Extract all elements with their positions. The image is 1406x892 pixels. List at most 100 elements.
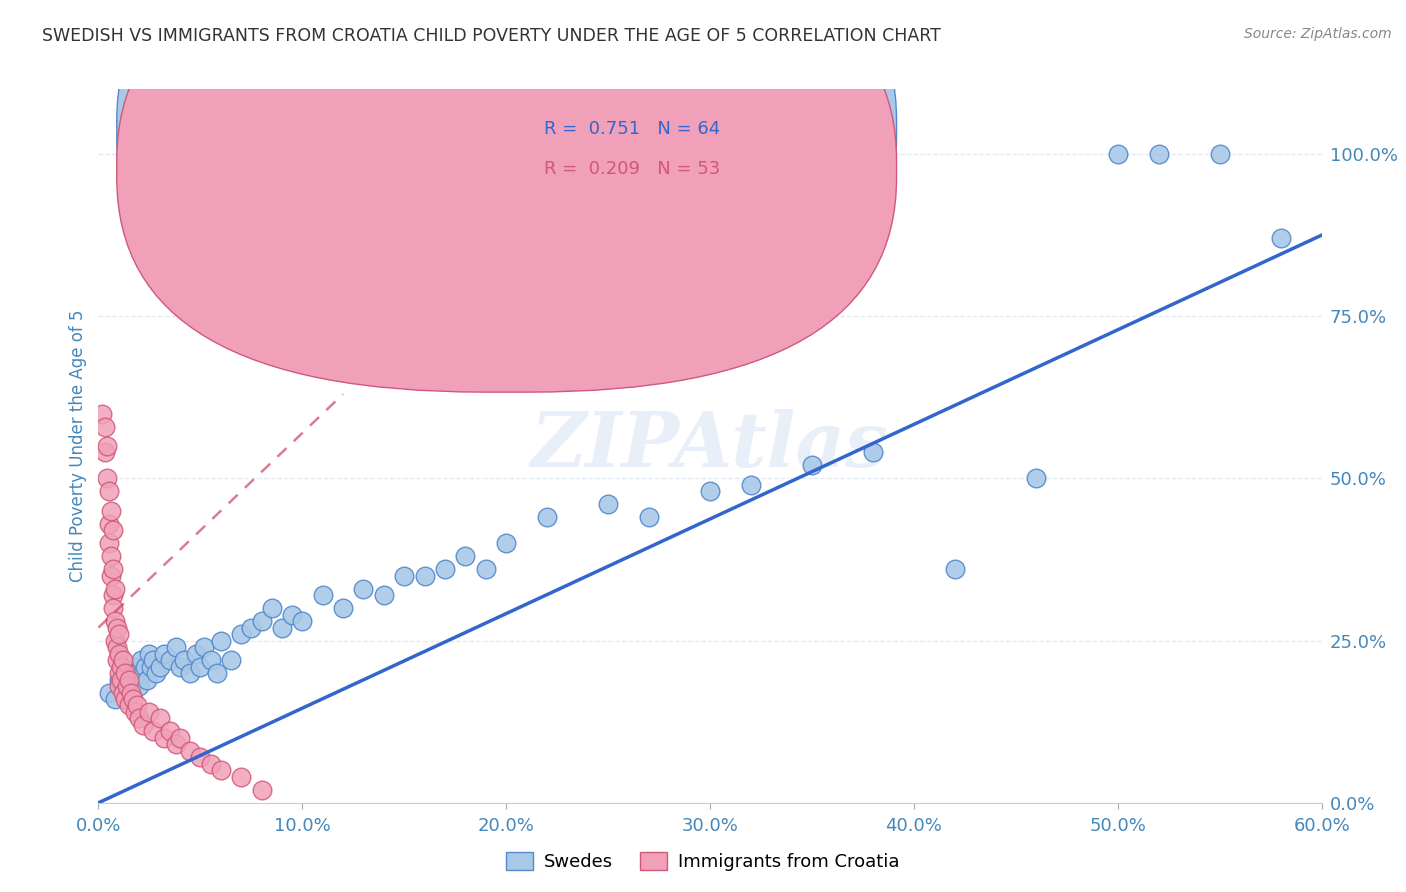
Point (1209, 147, 1232, 161)
Point (205, 666, 228, 681)
Point (270, 621, 294, 635)
Point (169, 731, 191, 745)
Point (1025, 471, 1047, 485)
Point (105, 621, 128, 635)
Point (104, 614, 127, 628)
Point (740, 478, 762, 492)
Point (352, 582, 374, 596)
Point (118, 698, 141, 713)
Point (124, 705, 146, 719)
Point (114, 666, 136, 681)
Point (114, 666, 136, 681)
Point (165, 738, 187, 752)
Point (943, 562, 966, 576)
Point (101, 524, 124, 538)
Point (152, 731, 174, 745)
Text: Source: ZipAtlas.com: Source: ZipAtlas.com (1244, 27, 1392, 41)
Y-axis label: Child Poverty Under the Age of 5: Child Poverty Under the Age of 5 (69, 310, 87, 582)
Point (373, 588, 395, 602)
Point (111, 685, 134, 699)
Point (173, 653, 195, 667)
Point (132, 718, 155, 732)
Point (134, 659, 156, 673)
Point (127, 666, 149, 681)
Point (149, 659, 172, 673)
Point (169, 659, 191, 673)
Point (332, 601, 354, 615)
Legend: Swedes, Immigrants from Croatia: Swedes, Immigrants from Croatia (499, 845, 907, 879)
Point (111, 653, 134, 667)
Point (188, 750, 212, 764)
FancyBboxPatch shape (465, 96, 832, 182)
Text: ZIPAtlas: ZIPAtlas (531, 409, 889, 483)
Point (598, 497, 620, 511)
Point (100, 568, 122, 582)
Point (120, 666, 142, 681)
Point (101, 562, 124, 576)
Point (434, 562, 457, 576)
Point (127, 698, 149, 713)
Point (120, 685, 142, 699)
Point (122, 692, 145, 706)
Point (104, 633, 127, 648)
Point (97, 516, 120, 531)
Point (159, 653, 181, 667)
FancyBboxPatch shape (117, 0, 897, 351)
Point (132, 666, 155, 681)
Point (97, 484, 120, 499)
Point (97, 685, 120, 699)
Point (200, 653, 222, 667)
Point (862, 445, 884, 459)
Point (165, 640, 187, 654)
Point (250, 782, 273, 797)
Point (93, 419, 115, 434)
Point (231, 627, 253, 641)
Point (104, 582, 127, 596)
Point (118, 685, 141, 699)
Point (104, 692, 127, 706)
Point (159, 724, 181, 739)
Point (118, 673, 141, 687)
Point (193, 640, 215, 654)
Point (108, 647, 131, 661)
Point (100, 504, 122, 518)
Point (1107, 147, 1129, 161)
Point (219, 653, 242, 667)
Point (312, 588, 335, 602)
Point (152, 647, 174, 661)
Point (138, 705, 160, 719)
Point (179, 744, 201, 758)
Point (141, 659, 163, 673)
Point (136, 673, 159, 687)
Point (96, 471, 118, 485)
Point (108, 673, 131, 687)
Point (179, 666, 201, 681)
Text: SWEDISH VS IMMIGRANTS FROM CROATIA CHILD POVERTY UNDER THE AGE OF 5 CORRELATION : SWEDISH VS IMMIGRANTS FROM CROATIA CHILD… (42, 27, 941, 45)
Point (138, 647, 160, 661)
Point (638, 510, 661, 524)
Point (118, 673, 141, 687)
Point (108, 679, 131, 693)
Point (105, 653, 128, 667)
Point (142, 724, 165, 739)
Point (454, 549, 477, 564)
Point (699, 484, 721, 499)
Point (100, 549, 122, 564)
Point (128, 711, 150, 725)
Point (474, 562, 498, 576)
Point (240, 621, 263, 635)
Point (801, 458, 824, 473)
Point (128, 679, 150, 693)
Point (115, 679, 138, 693)
Point (186, 647, 208, 661)
Text: R =  0.751   N = 64: R = 0.751 N = 64 (544, 120, 720, 138)
Point (200, 756, 222, 771)
Point (108, 666, 131, 681)
Point (124, 659, 146, 673)
Point (97, 536, 120, 550)
Point (291, 614, 314, 628)
Point (93, 445, 115, 459)
Point (114, 692, 136, 706)
Point (111, 679, 134, 693)
Point (105, 640, 128, 654)
